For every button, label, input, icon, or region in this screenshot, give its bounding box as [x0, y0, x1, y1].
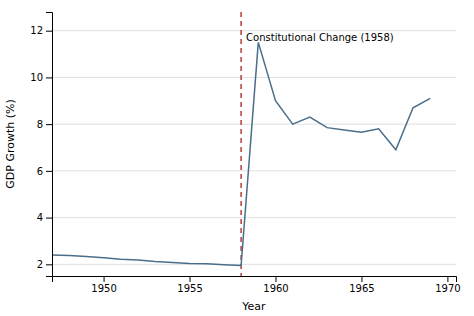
grid-line	[52, 170, 456, 171]
tick-mark	[46, 77, 52, 78]
tick-label: 2	[37, 259, 43, 270]
tick: 1955	[177, 276, 202, 294]
tick: 1950	[91, 276, 116, 294]
tick: 1960	[263, 276, 288, 294]
y-axis-title: GDP Growth (%)	[4, 99, 17, 188]
grid-line	[52, 124, 456, 125]
tick-label: 10	[30, 72, 43, 83]
tick-mark	[46, 124, 52, 125]
chart: 1950 1955 1960 1965 1970 2 4 6 8 10 12 Constitution…	[0, 0, 474, 316]
grid-line	[52, 264, 456, 265]
grid-line	[52, 217, 456, 218]
tick-label: 6	[37, 166, 43, 177]
grid-line	[52, 77, 456, 78]
tick-mark	[46, 218, 52, 219]
tick-mark	[275, 276, 276, 282]
tick: 12	[30, 25, 52, 36]
tick-label: 8	[37, 119, 43, 130]
tick-label: 12	[30, 25, 43, 36]
y-grid	[52, 31, 456, 265]
tick: 10	[30, 72, 52, 83]
tick-label: 4	[37, 212, 43, 223]
tick-label: 1955	[177, 283, 202, 294]
tick-mark	[447, 276, 448, 282]
tick-mark	[190, 276, 191, 282]
tick-mark	[46, 171, 52, 172]
tick: 1965	[349, 276, 374, 294]
tick: 8	[37, 119, 52, 130]
tick: 6	[37, 166, 52, 177]
marks	[52, 12, 430, 276]
axis-line	[46, 13, 53, 277]
tick-label: 1970	[435, 283, 460, 294]
data-line	[52, 42, 430, 265]
x-axis-title: Year	[241, 300, 266, 313]
tick-mark	[104, 276, 105, 282]
axis-line	[53, 277, 457, 283]
reference-line	[240, 12, 241, 276]
tick: 2	[37, 259, 52, 270]
tick-mark	[46, 31, 52, 32]
annotation: Constitutional Change (1958)	[246, 32, 394, 43]
tick-mark	[361, 276, 362, 282]
tick: 1970	[435, 276, 460, 294]
tick: 4	[37, 212, 52, 223]
y-axis: 2 4 6 8 10 12	[30, 13, 52, 277]
tick-mark	[46, 264, 52, 265]
tick-label: 1960	[263, 283, 288, 294]
tick-label: 1965	[349, 283, 374, 294]
tick-label: 1950	[91, 283, 116, 294]
x-axis: 1950 1955 1960 1965 1970	[53, 276, 461, 294]
plot: 1950 1955 1960 1965 1970 2 4 6 8 10 12 Constitution…	[30, 12, 460, 294]
